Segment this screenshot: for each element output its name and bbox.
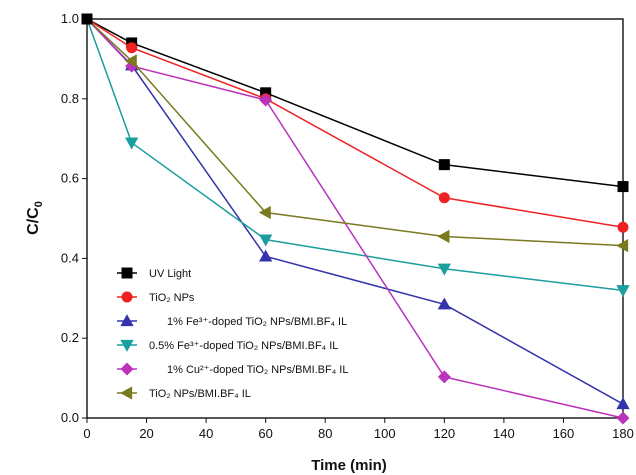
x-tick-label: 60 <box>258 426 272 441</box>
data-point <box>617 181 629 193</box>
x-tick-label: 100 <box>374 426 396 441</box>
data-point <box>616 397 630 410</box>
data-point <box>437 263 451 276</box>
x-tick-label: 160 <box>553 426 575 441</box>
x-tick-label: 120 <box>433 426 455 441</box>
y-tick-label: 0.2 <box>61 330 79 345</box>
data-point <box>617 221 629 233</box>
data-point <box>616 285 630 298</box>
series-line <box>86 18 624 419</box>
data-point <box>437 229 450 244</box>
data-point <box>437 370 451 384</box>
plot-frame <box>86 18 624 419</box>
legend-item: UV Light <box>117 267 191 280</box>
data-point <box>81 13 93 25</box>
data-point <box>616 411 630 425</box>
legend-marker <box>121 267 133 279</box>
data-point <box>438 159 450 171</box>
x-tick-label: 80 <box>318 426 332 441</box>
legend-label: 1% Cu²⁺-doped TiO₂ NPs/BMI.BF₄ IL <box>167 364 348 376</box>
y-tick-label: 0.0 <box>61 410 79 425</box>
data-point <box>438 192 450 204</box>
series-line <box>86 18 624 292</box>
series-line <box>86 18 624 247</box>
legend: UV Light TiO₂ NPs 1% Fe³⁺-doped TiO₂ NPs/B… <box>117 267 348 400</box>
y-axis-label-subscript: 0 <box>33 201 45 207</box>
data-point <box>258 205 271 220</box>
legend-item: 1% Cu²⁺-doped TiO₂ NPs/BMI.BF₄ IL <box>117 362 348 376</box>
axis-ticks: 0 20 40 60 80 100 120 140 160 180 0.0 0.2 0.4 0.6 0.8 1… <box>61 11 634 441</box>
data-point <box>124 54 137 68</box>
series-line <box>86 18 624 229</box>
legend-marker <box>120 386 133 400</box>
x-tick-label: 180 <box>612 426 634 441</box>
legend-item: TiO₂ NPs/BMI.BF₄ IL <box>117 386 251 400</box>
legend-marker <box>120 339 134 352</box>
x-tick-label: 40 <box>199 426 213 441</box>
series-layer <box>81 13 630 425</box>
data-point <box>259 234 273 247</box>
legend-item: 1% Fe³⁺-doped TiO₂ NPs/BMI.BF₄ IL <box>117 314 347 328</box>
series-4 <box>86 18 630 298</box>
legend-item: TiO₂ NPs <box>117 291 195 304</box>
series-1 <box>86 18 629 193</box>
x-tick-label: 20 <box>139 426 153 441</box>
x-tick-label: 0 <box>83 426 90 441</box>
data-point <box>616 238 629 253</box>
legend-label: TiO₂ NPs <box>149 292 195 304</box>
legend-marker <box>120 362 134 376</box>
plot-border <box>86 18 624 419</box>
legend-label: 1% Fe³⁺-doped TiO₂ NPs/BMI.BF₄ IL <box>167 316 347 328</box>
y-tick-label: 1.0 <box>61 11 79 26</box>
y-axis-label: C/C0 <box>25 201 45 235</box>
legend-label: UV Light <box>149 268 191 280</box>
series-6 <box>86 18 629 253</box>
data-point <box>259 93 273 107</box>
series-2 <box>86 18 629 233</box>
data-point <box>437 297 451 310</box>
y-tick-label: 0.4 <box>61 250 79 265</box>
data-point <box>126 42 138 54</box>
series-line <box>86 18 624 188</box>
legend-marker <box>120 314 134 327</box>
data-point <box>125 137 139 150</box>
legend-marker <box>121 291 133 303</box>
series-5 <box>86 18 630 425</box>
y-tick-label: 0.6 <box>61 171 79 186</box>
y-tick-label: 0.8 <box>61 91 79 106</box>
legend-label: 0.5% Fe³⁺-doped TiO₂ NPs/BMI.BF₄ IL <box>149 340 338 352</box>
legend-label: TiO₂ NPs/BMI.BF₄ IL <box>149 388 251 400</box>
legend-item: 0.5% Fe³⁺-doped TiO₂ NPs/BMI.BF₄ IL <box>117 339 338 352</box>
x-tick-label: 140 <box>493 426 515 441</box>
x-axis-label: Time (min) <box>311 457 387 474</box>
data-point <box>259 249 273 262</box>
